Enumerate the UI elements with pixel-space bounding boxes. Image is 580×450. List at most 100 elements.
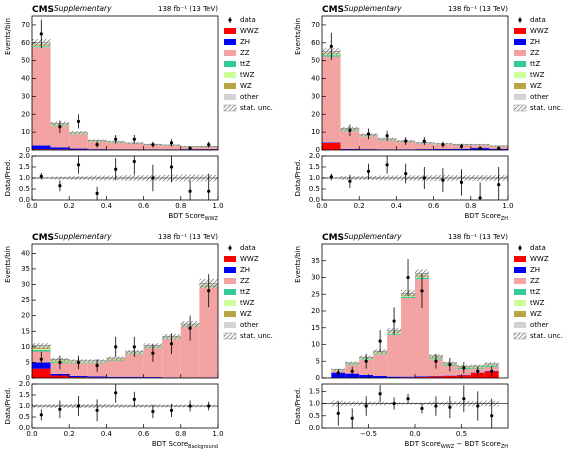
main-frame	[31, 243, 219, 379]
y-tick-label: 0	[26, 146, 30, 154]
stack-segment	[69, 148, 88, 150]
legend-swatch	[514, 61, 526, 67]
y-tick-label: 40	[311, 75, 320, 83]
stack-segment	[143, 348, 163, 378]
y-tick-label: 20	[311, 110, 320, 118]
legend-label: data	[530, 244, 546, 252]
ratio-y-tick-label: 0.0	[19, 424, 30, 432]
stack-segment	[32, 149, 51, 150]
legend-swatch	[224, 83, 236, 89]
stack-segment	[359, 136, 378, 150]
x-tick-label: 0.0	[26, 202, 37, 210]
stack-segment	[87, 376, 107, 378]
data-point	[207, 289, 211, 293]
supplementary: Supplementary	[54, 4, 112, 13]
ratio-point	[151, 409, 155, 414]
stack-segment	[69, 375, 88, 378]
main-plot	[322, 32, 508, 150]
ratio-y-tick-label: 0.0	[309, 424, 320, 432]
x-axis-label: BDT ScoreZH	[465, 212, 509, 222]
ratio-point	[422, 176, 426, 180]
legend-label: WZ	[240, 82, 252, 90]
x-tick-label: 0.0	[316, 202, 327, 210]
experiment-label: CMSSupplementary	[32, 4, 112, 15]
ratio-point	[350, 416, 354, 420]
y-tick-label: 40	[21, 249, 30, 257]
stack-segment	[322, 142, 341, 150]
legend-swatch	[514, 300, 526, 306]
data-point	[441, 143, 445, 147]
stack-segment	[106, 143, 125, 150]
ratio-point	[497, 183, 501, 187]
data-point	[406, 275, 410, 280]
ratio-point	[329, 175, 333, 179]
x-tick-label: 0.6	[138, 430, 150, 438]
stack-segment	[69, 377, 88, 378]
legend-swatch	[224, 61, 236, 67]
legend: data WWZ ZH ZZ ttZ tWZ WZ other stat. unc.	[513, 16, 563, 112]
stack-segment	[442, 375, 457, 378]
data-point	[39, 32, 43, 36]
legend-swatch	[514, 256, 526, 262]
legend-swatch	[224, 94, 236, 100]
legend-swatch	[224, 289, 236, 295]
stack-segment	[180, 326, 200, 378]
y-tick-label: 20	[21, 110, 30, 118]
x-axis-label-sub: ZH	[501, 444, 508, 450]
y-tick-label: 50	[21, 57, 30, 65]
stack-segment	[50, 373, 70, 376]
data-point	[392, 319, 396, 323]
stack-segment	[322, 56, 341, 143]
experiment-label: CMSSupplementary	[32, 232, 112, 243]
legend-swatch	[224, 72, 236, 78]
y-tick-label: 60	[21, 39, 30, 47]
data-point	[348, 128, 352, 132]
stack-segment	[162, 145, 181, 150]
ratio-plot	[322, 156, 508, 200]
x-axis-label-sub: Background	[188, 444, 218, 450]
legend-label: other	[240, 93, 259, 101]
y-tick-label: 0	[26, 374, 30, 382]
ratio-point	[114, 391, 118, 395]
data-point	[378, 339, 382, 343]
legend-label: tWZ	[240, 299, 255, 307]
ratio-point	[336, 411, 340, 415]
supplementary: Supplementary	[344, 232, 402, 241]
ratio-y-axis-label: Data/Pred.	[4, 160, 12, 197]
stack-segment	[32, 368, 51, 378]
data-point	[366, 132, 371, 136]
y-tick-label: 15	[21, 327, 30, 335]
x-tick-label: 0.8	[465, 202, 476, 210]
y-tick-label: 35	[311, 257, 320, 265]
x-axis-label-part: BDT Score	[152, 440, 188, 448]
legend-swatch	[514, 311, 526, 317]
cms: CMS	[322, 233, 344, 243]
ratio-point	[207, 189, 211, 193]
x-tick-label: 0.6	[428, 202, 440, 210]
ratio-point	[95, 408, 99, 412]
ratio-point	[364, 404, 368, 408]
stack-segment	[162, 339, 181, 378]
ratio-point	[58, 407, 62, 411]
data-point	[350, 369, 354, 373]
x-tick-label: −0.5	[360, 430, 377, 438]
ratio-y-tick-label: 1.5	[19, 163, 30, 171]
legend-data-marker	[518, 246, 522, 250]
stack-segment	[125, 354, 144, 377]
stack-segment	[377, 140, 397, 150]
data-point	[478, 146, 482, 150]
stack-segment	[428, 376, 443, 378]
legend-label: ttZ	[240, 60, 250, 68]
stack-segment	[484, 365, 499, 367]
stack-segment	[106, 376, 125, 378]
legend: data WWZ ZH ZZ ttZ tWZ WZ other stat. unc.	[513, 244, 563, 340]
y-tick-label: 70	[21, 21, 30, 29]
data-point	[364, 359, 368, 363]
legend-swatch	[224, 50, 236, 56]
data-point	[459, 144, 464, 149]
x-tick-label: 1.0	[502, 202, 513, 210]
y-tick-label: 20	[311, 307, 320, 315]
x-tick-label: 0.5	[456, 430, 467, 438]
data-point	[76, 360, 81, 365]
